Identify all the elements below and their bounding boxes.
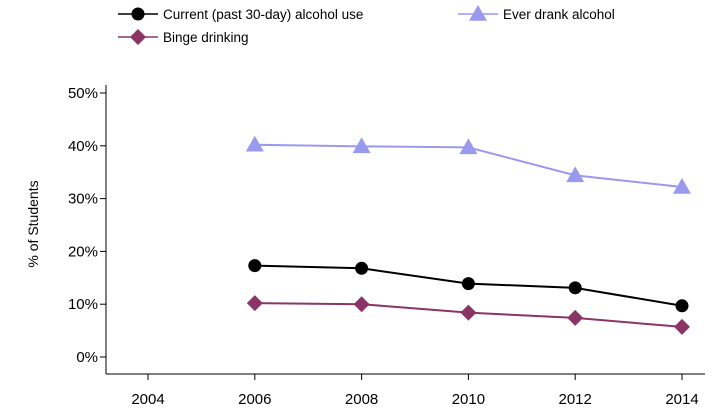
x-tick-label: 2014 [665, 391, 698, 408]
legend-marker [131, 7, 145, 21]
data-point [248, 259, 262, 273]
data-point [460, 304, 477, 321]
x-tick-label: 2010 [452, 391, 485, 408]
axes: 0% 10% 20% 30% 40% 50% 2004 2006 2008 2010 2012 201… [68, 85, 705, 408]
data-point [352, 137, 371, 154]
data-point [675, 299, 689, 313]
data-point [355, 261, 369, 275]
data-point [568, 281, 582, 295]
x-tick-label: 2012 [559, 391, 592, 408]
data-point [461, 277, 475, 291]
data-point [673, 177, 691, 194]
data-point [245, 135, 264, 152]
data-point [246, 295, 263, 312]
y-tick-label: 10% [68, 296, 98, 313]
y-axis-title: % of Students [25, 180, 41, 267]
series-1 [245, 135, 691, 194]
data-point [353, 296, 370, 313]
legend-item: Ever drank alcohol [458, 5, 615, 22]
x-tick-label: 2004 [131, 391, 164, 408]
series-0 [248, 259, 689, 313]
data-point [566, 166, 585, 183]
y-tick-label: 30% [68, 191, 98, 208]
legend-marker [130, 29, 146, 45]
legend-label: Binge drinking [163, 30, 249, 45]
legend-label: Current (past 30-day) alcohol use [163, 7, 363, 22]
x-tick-label: 2006 [238, 391, 271, 408]
x-tick-label: 2008 [345, 391, 378, 408]
plot-area [245, 135, 691, 335]
y-tick-label: 0% [76, 349, 98, 366]
y-tick-label: 20% [68, 243, 98, 260]
legend: Current (past 30-day) alcohol use Ever dr… [118, 5, 615, 45]
data-point [674, 318, 690, 335]
legend-marker [469, 5, 487, 21]
y-tick-label: 40% [68, 138, 98, 155]
data-point [567, 309, 584, 326]
legend-item: Current (past 30-day) alcohol use [118, 7, 363, 22]
y-tick-label: 50% [68, 85, 98, 102]
data-point [459, 138, 478, 155]
series-2 [246, 295, 690, 335]
legend-label: Ever drank alcohol [503, 7, 615, 22]
legend-item: Binge drinking [118, 29, 249, 45]
